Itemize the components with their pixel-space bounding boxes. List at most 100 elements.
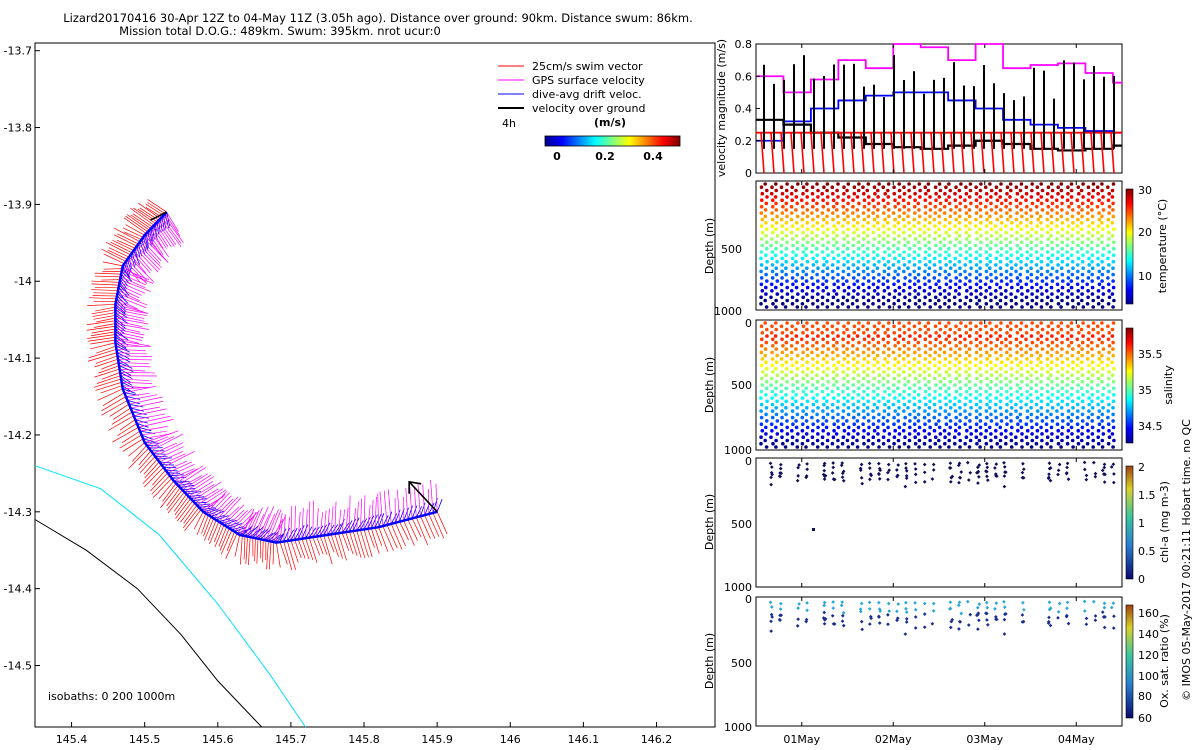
temp-dots-point: [883, 250, 887, 254]
sal-dots-point: [789, 344, 794, 348]
drift-velocity-vector: [178, 482, 192, 486]
sal-dots-point: [1009, 445, 1014, 449]
sal-dots-point: [836, 445, 840, 449]
sal-dots-point: [852, 363, 856, 368]
sal-dots-point: [1080, 432, 1084, 436]
temp-dots-point: [924, 191, 928, 196]
temp-dots-point: [866, 208, 871, 212]
temp-dots-point: [1090, 259, 1094, 264]
temp-dots-point: [897, 285, 902, 290]
sal-dots-point: [1107, 428, 1111, 433]
sal-dots-point: [1049, 399, 1053, 404]
temp-dots-point: [876, 298, 881, 303]
temp-dots-point: [1107, 289, 1111, 293]
sal-dots-point: [901, 428, 906, 433]
sal-dots-point: [830, 402, 835, 407]
sal-dots-point: [1025, 396, 1029, 400]
sal-dots-point: [923, 383, 928, 387]
sal-dots-point: [804, 445, 808, 449]
sal-dots-point: [1090, 347, 1094, 351]
sal-dots-point: [805, 373, 809, 378]
sal-dots-point: [897, 366, 902, 371]
temp-dots-point: [1076, 211, 1081, 215]
sal-dots-point: [999, 366, 1003, 371]
sal-dots-point: [866, 419, 871, 423]
temp-dots-point: [765, 279, 769, 283]
sal-dots-point: [881, 441, 886, 446]
temp-dots-point: [1029, 221, 1033, 225]
temp-dots-point: [820, 211, 825, 215]
temp-dots-point: [855, 221, 860, 225]
map-ytick-label: -14.1: [4, 352, 32, 365]
drift-velocity-vector: [117, 355, 131, 363]
sal-dots-point: [1039, 445, 1044, 449]
sal-dots-point: [780, 409, 784, 413]
sal-dots-point: [765, 334, 769, 338]
swim-vector: [128, 442, 145, 457]
swim-vector: [268, 541, 272, 570]
sal-dots-point: [1111, 321, 1116, 325]
temp-dots-point: [841, 243, 846, 248]
sal-dots-point: [1018, 340, 1023, 345]
temp-dots-point: [882, 289, 887, 293]
sal-dots-point: [994, 331, 998, 335]
temperature-points: [759, 182, 1116, 309]
temp-dots-point: [958, 201, 962, 206]
temp-dots-point: [1029, 214, 1034, 219]
gps-velocity-vector: [138, 419, 174, 428]
sal-dots-point: [866, 353, 871, 358]
swim-vector: [266, 540, 269, 570]
temp-dots-point: [998, 208, 1003, 212]
sal-dots-point: [780, 396, 784, 400]
temp-dots-point: [943, 256, 948, 261]
sal-dots-point: [967, 373, 972, 378]
sal-dots-point: [804, 432, 809, 436]
sal-dots-point: [938, 393, 942, 397]
sal-dots-point: [1024, 337, 1028, 342]
temp-dots-point: [816, 279, 820, 283]
sal-dots-point: [1008, 386, 1013, 391]
temp-dots-point: [852, 250, 856, 254]
ox-point: [1109, 605, 1114, 610]
chl-point: [1057, 462, 1062, 467]
temp-dots-point: [964, 256, 968, 261]
sal-dots-point: [815, 438, 820, 443]
temp-dots-point: [877, 259, 881, 264]
sal-dots-point: [1075, 363, 1080, 368]
temp-dots-point: [967, 227, 972, 232]
gps-velocity-vector: [156, 221, 175, 247]
sal-dots-point: [775, 399, 779, 404]
temp-dots-point: [784, 272, 788, 277]
map-ytick-label: -13.8: [4, 122, 32, 135]
temp-dots-point: [916, 201, 921, 206]
sal-dots-point: [1056, 331, 1060, 335]
sal-dots-point: [1069, 327, 1074, 332]
sal-dots-point: [872, 363, 876, 368]
chl-colorbar: [1125, 465, 1134, 580]
sal-dots-point: [1055, 350, 1059, 355]
sal-dots-point: [934, 383, 938, 387]
temp-dots-point: [881, 198, 886, 202]
sal-dots-point: [1045, 409, 1050, 413]
sal-dots-point: [887, 366, 891, 371]
drift-velocity-vector: [374, 513, 382, 528]
temp-dots-point: [897, 253, 902, 257]
temp-dots-point: [765, 195, 769, 199]
sal-dots-point: [1101, 334, 1105, 338]
sal-dots-point: [876, 340, 881, 345]
temp-dots-point: [942, 204, 947, 209]
temp-dots-point: [983, 295, 988, 300]
temp-dots-point: [1060, 201, 1064, 206]
temp-dots-point: [811, 224, 815, 228]
sal-dots-point: [1004, 344, 1008, 348]
temp-dots-point: [989, 305, 994, 309]
sal-dots-point: [791, 389, 795, 394]
temp-dots-point: [1107, 211, 1111, 215]
sal-dots-point: [765, 419, 769, 423]
temp-dots-point: [985, 263, 989, 267]
drift-velocity-vector: [146, 444, 160, 447]
swim-vector: [147, 199, 167, 213]
temp-dots-point: [1004, 198, 1008, 202]
temp-dots-point: [964, 295, 969, 300]
temp-dots-point: [937, 182, 942, 186]
